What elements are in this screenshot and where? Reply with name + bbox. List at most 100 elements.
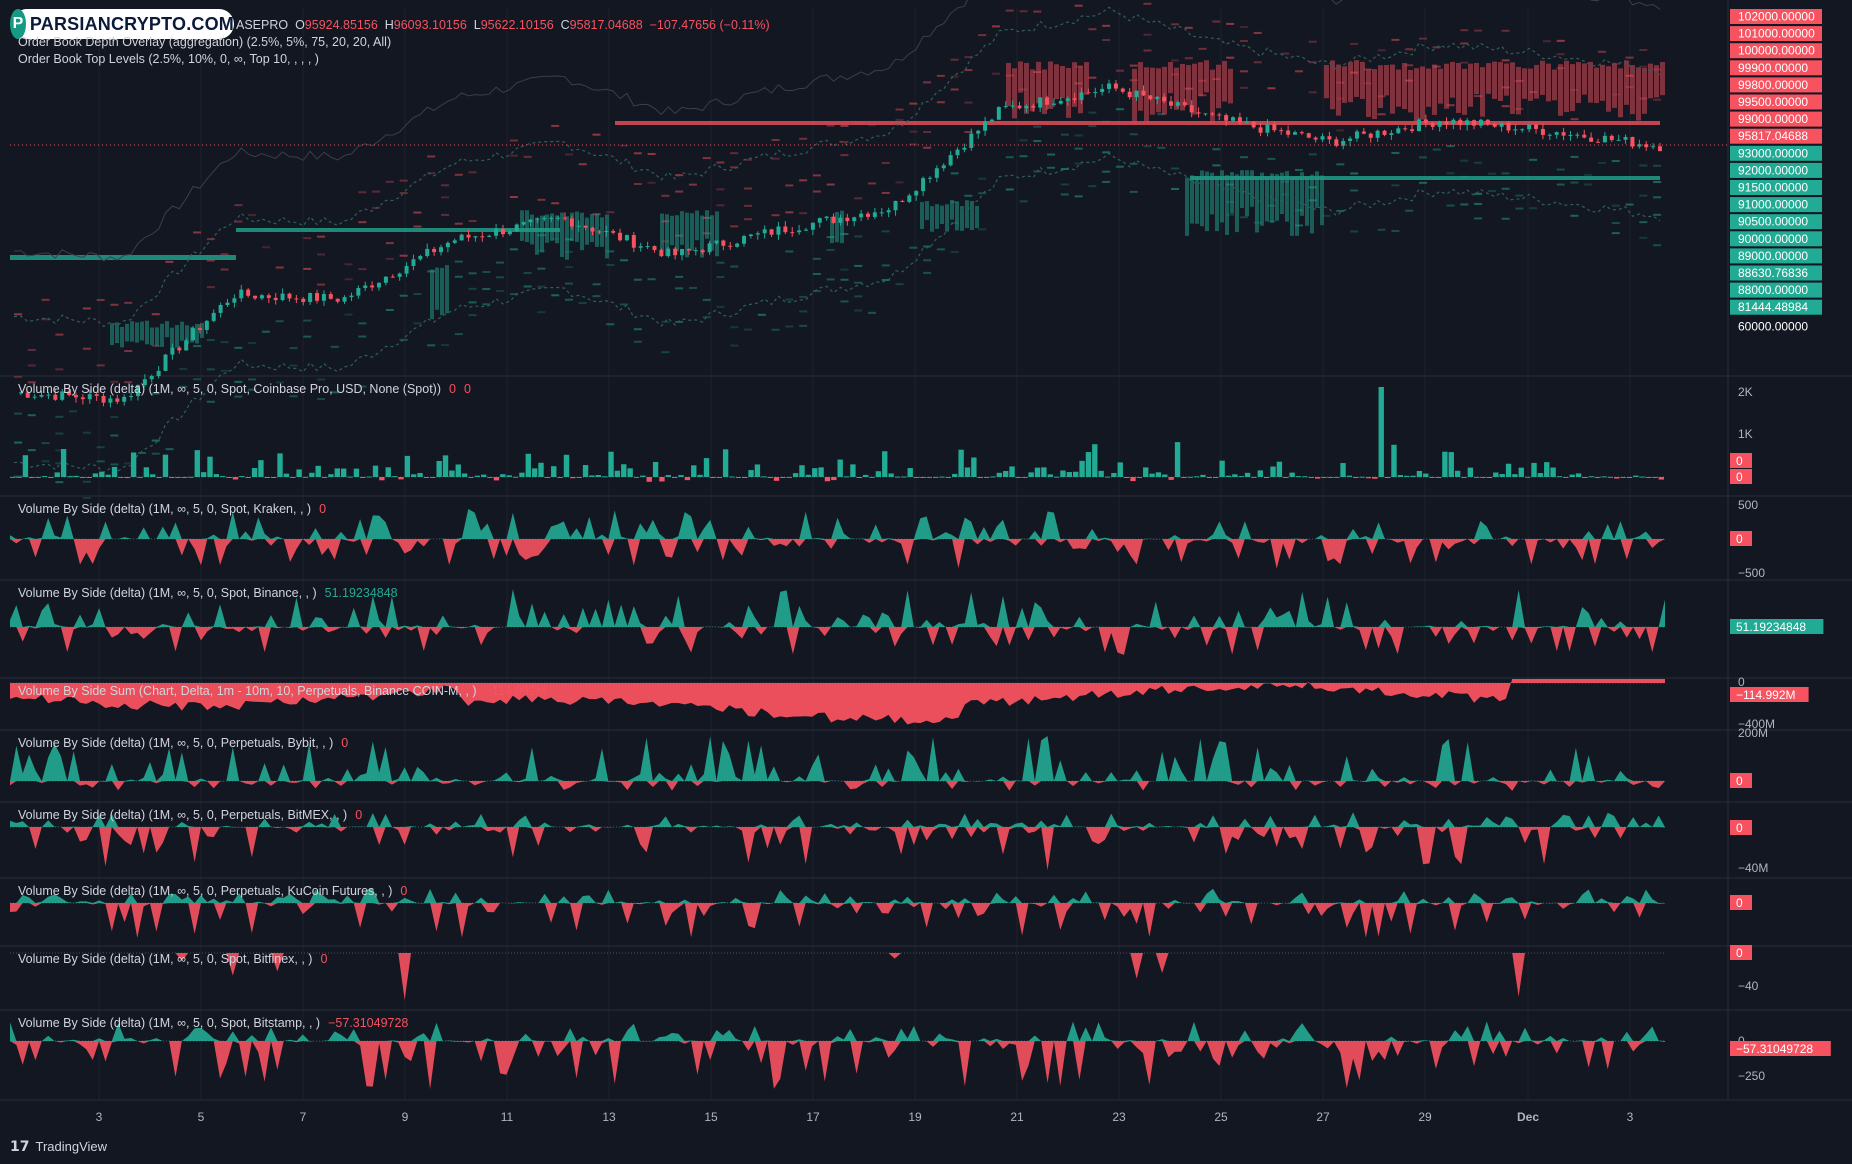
ask-level-mark xyxy=(799,179,808,182)
main-price-pane[interactable] xyxy=(10,0,1728,499)
pane-sum[interactable]: 0 −400M −114.992M xyxy=(10,675,1809,731)
delta-bar xyxy=(302,476,309,478)
ask-level-mark xyxy=(1074,65,1083,68)
candle-body xyxy=(1148,95,1153,100)
pane-bybit[interactable]: 200M 0 xyxy=(10,726,1768,791)
bid-level-mark xyxy=(1060,167,1069,170)
pane-value: 0 xyxy=(319,502,327,516)
candle-body xyxy=(1623,136,1628,140)
ask-level-mark xyxy=(840,140,849,143)
delta-bar xyxy=(1092,444,1098,477)
bid-depth-block xyxy=(535,217,539,255)
delta-bar xyxy=(939,476,945,478)
ask-depth-block xyxy=(1336,64,1341,116)
candle-body xyxy=(872,212,877,217)
ask-level-mark xyxy=(385,242,394,245)
bid-level-mark xyxy=(96,460,105,463)
delta-bar xyxy=(831,477,837,481)
bid-depth-block xyxy=(605,214,609,259)
ask-depth-block xyxy=(1534,64,1539,99)
ask-depth-block xyxy=(1630,65,1635,115)
ask-level-mark xyxy=(427,155,436,158)
ask-level-mark xyxy=(1253,61,1262,64)
bid-level-mark xyxy=(633,278,642,281)
candle-body xyxy=(1175,102,1180,106)
delta-bar xyxy=(1391,444,1397,477)
bid-level-mark xyxy=(1653,164,1662,167)
bid-level-mark xyxy=(1391,184,1400,187)
delta-bar xyxy=(1461,476,1467,478)
pane-bitstamp[interactable]: 0−250−57.31049728 xyxy=(10,1021,1831,1090)
bid-level-mark xyxy=(1639,164,1648,167)
candle-body xyxy=(204,320,209,330)
ask-depth-block xyxy=(1582,63,1587,95)
candle-body xyxy=(1334,139,1339,146)
ask-depth-block xyxy=(1084,62,1089,95)
time-tick-label: 9 xyxy=(402,1110,409,1124)
delta-bar xyxy=(1474,476,1480,478)
pane-binance[interactable]: 51.19234848 xyxy=(10,589,1824,655)
ask-level-mark xyxy=(358,268,367,271)
ask-level-mark xyxy=(716,204,725,207)
delta-bar xyxy=(748,470,754,477)
bid-depth-block xyxy=(1200,170,1204,227)
bid-depth-block xyxy=(550,213,554,241)
bid-level-mark xyxy=(1460,203,1469,206)
pane-legend-coinbase[interactable]: Volume By Side (delta) (1M, ∞, 5, 0, Spo… xyxy=(18,382,471,397)
pane-bitmex[interactable]: −40M 0 xyxy=(10,812,1768,875)
ask-level-mark xyxy=(1184,26,1193,29)
delta-bar xyxy=(1550,467,1556,477)
pane-kraken[interactable]: 500 −500 0 xyxy=(10,498,1765,580)
delta-bar xyxy=(372,465,379,477)
time-axis[interactable]: 3 5 7 9 11 13 15 17 19 21 23 25 27 29 Dec 3 xyxy=(96,1110,1634,1124)
indicator-legend-depth-overlay[interactable]: Order Book Depth Overlay (aggregation) (… xyxy=(18,35,392,49)
candle-body xyxy=(1203,113,1208,115)
pane-bitfinex[interactable]: −40 0 xyxy=(10,945,1759,1001)
pane-legend-bitmex[interactable]: Volume By Side (delta) (1M, ∞, 5, 0, Per… xyxy=(18,808,362,823)
pane-legend-kraken[interactable]: Volume By Side (delta) (1M, ∞, 5, 0, Spo… xyxy=(18,502,326,517)
candle-body xyxy=(452,240,457,243)
pane-kucoin[interactable]: 0 xyxy=(10,888,1752,938)
bid-level-mark xyxy=(537,234,546,237)
ask-level-mark xyxy=(317,253,326,256)
ask-depth-block xyxy=(1348,62,1353,103)
price-label: 91000.00000 xyxy=(1738,198,1808,212)
bid-level-mark xyxy=(1157,113,1166,116)
bid-level-mark xyxy=(1625,203,1634,206)
pane-legend-bitfinex[interactable]: Volume By Side (delta) (1M, ∞, 5, 0, Spo… xyxy=(18,952,327,967)
value-badge xyxy=(1730,945,1752,960)
delta-bar xyxy=(627,468,633,477)
ask-level-mark xyxy=(1184,57,1193,60)
bid-level-mark xyxy=(592,283,601,286)
bid-level-mark xyxy=(606,323,615,326)
candle-body xyxy=(232,298,237,303)
price-badge xyxy=(1730,162,1822,178)
bid-depth-block xyxy=(830,216,834,244)
price-label: 81444.48984 xyxy=(1738,300,1808,314)
delta-bar xyxy=(932,476,939,478)
candle-body xyxy=(404,265,409,274)
ask-level-mark xyxy=(730,225,739,228)
candle-body xyxy=(1086,92,1091,94)
delta-bar xyxy=(360,477,366,478)
delta-bar xyxy=(672,477,678,478)
ask-level-mark xyxy=(1405,64,1414,67)
delta-bar xyxy=(22,455,29,477)
bid-level-mark xyxy=(1570,155,1579,158)
ask-level-mark xyxy=(564,153,573,156)
candle-body xyxy=(1609,135,1614,140)
pane-legend-sum[interactable]: Volume By Side Sum (Chart, Delta, 1m - 1… xyxy=(18,684,547,699)
pane-legend-kucoin[interactable]: Volume By Side (delta) (1M, ∞, 5, 0, Per… xyxy=(18,884,407,899)
bid-level-mark xyxy=(55,481,64,484)
candle-body xyxy=(1224,115,1229,121)
candle-body xyxy=(363,285,368,289)
delta-bar xyxy=(315,465,321,477)
candle-body xyxy=(1437,121,1442,127)
indicator-legend-top-levels[interactable]: Order Book Top Levels (2.5%, 10%, 0, ∞, … xyxy=(18,52,319,66)
pane-legend-binance[interactable]: Volume By Side (delta) (1M, ∞, 5, 0, Spo… xyxy=(18,586,398,601)
pane-legend-bybit[interactable]: Volume By Side (delta) (1M, ∞, 5, 0, Per… xyxy=(18,736,348,751)
pane-legend-bitstamp[interactable]: Volume By Side (delta) (1M, ∞, 5, 0, Spo… xyxy=(18,1016,408,1031)
ask-level-mark xyxy=(55,368,64,371)
